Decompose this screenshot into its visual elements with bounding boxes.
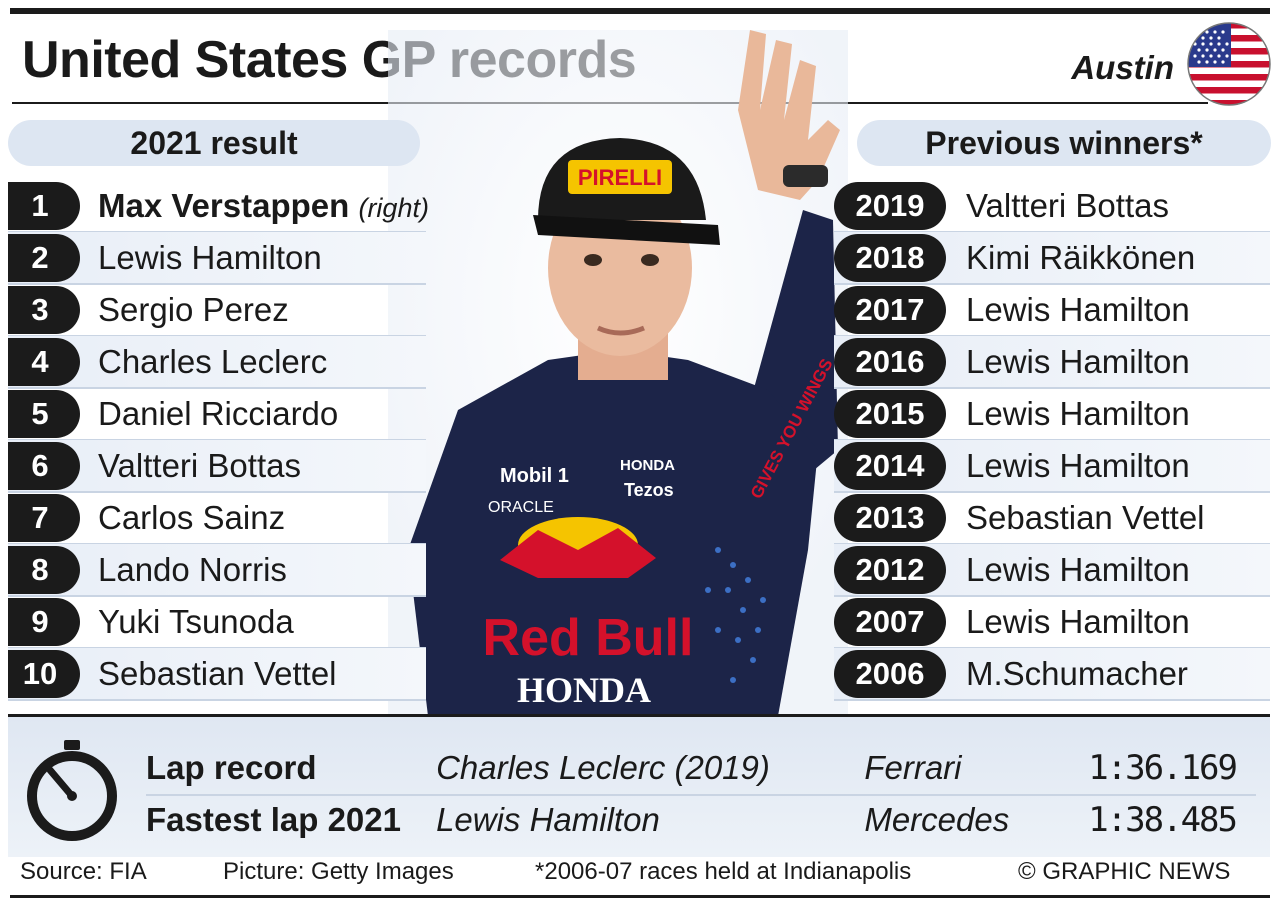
winner-name: M.Schumacher <box>966 655 1188 692</box>
result-row: 8 Lando Norris <box>8 544 426 597</box>
position-badge: 8 <box>8 546 80 594</box>
winner-row: 2017 Lewis Hamilton <box>834 284 1270 337</box>
lap-divider <box>146 794 1256 796</box>
position-badge: 10 <box>8 650 80 698</box>
year-badge: 2018 <box>834 234 946 282</box>
result-row: 7 Carlos Sainz <box>8 492 426 545</box>
winner-name: Lewis Hamilton <box>966 551 1190 588</box>
cap-logo-text: PIRELLI <box>578 165 662 190</box>
winner-row: 2015 Lewis Hamilton <box>834 388 1270 441</box>
fastest-lap-time: 1:38.485 <box>1088 800 1238 840</box>
lap-record-time: 1:36.169 <box>1088 748 1238 788</box>
result-row: 10 Sebastian Vettel <box>8 648 426 701</box>
year-badge: 2014 <box>834 442 946 490</box>
position-badge: 2 <box>8 234 80 282</box>
top-bar <box>10 8 1270 14</box>
winner-name: Lewis Hamilton <box>966 603 1190 640</box>
fastest-lap-driver: Lewis Hamilton <box>436 801 660 838</box>
result-row: 4 Charles Leclerc <box>8 336 426 389</box>
result-row: 3 Sergio Perez <box>8 284 426 337</box>
position-badge: 9 <box>8 598 80 646</box>
winner-name: Lewis Hamilton <box>966 395 1190 432</box>
winner-row: 2013 Sebastian Vettel <box>834 492 1270 545</box>
year-badge: 2019 <box>834 182 946 230</box>
fastest-lap-team: Mercedes <box>864 801 1010 838</box>
position-badge: 4 <box>8 338 80 386</box>
oracle-logo-text: ORACLE <box>488 499 554 516</box>
photo-note: (right) <box>358 193 429 223</box>
position-badge: 3 <box>8 286 80 334</box>
driver-name: Carlos Sainz <box>98 499 286 536</box>
honda-logo-text: HONDA <box>517 670 651 710</box>
winner-name: Lewis Hamilton <box>966 447 1190 484</box>
stopwatch-icon <box>20 740 124 844</box>
lap-record-row: Lap record Charles Leclerc (2019) Ferrar… <box>146 744 1256 792</box>
winner-row: 2016 Lewis Hamilton <box>834 336 1270 389</box>
winner-name: Lewis Hamilton <box>966 291 1190 328</box>
driver-name: Charles Leclerc <box>98 343 328 380</box>
result-2021-heading: 2021 result <box>8 120 420 166</box>
location-label: Austin <box>1071 49 1174 86</box>
honda-small-text: HONDA <box>620 457 675 474</box>
position-badge: 1 <box>8 182 80 230</box>
mobil-logo-text: Mobil 1 <box>500 465 569 487</box>
result-row: 9 Yuki Tsunoda <box>8 596 426 649</box>
winner-name: Lewis Hamilton <box>966 343 1190 380</box>
winner-name: Valtteri Bottas <box>966 187 1169 224</box>
tezos-logo-text: Tezos <box>624 480 674 500</box>
fastest-lap-row: Fastest lap 2021 Lewis Hamilton Mercedes… <box>146 796 1256 844</box>
position-badge: 7 <box>8 494 80 542</box>
driver-photo: PIRELLI Mobil 1 ORACLE HONDA Tezos Red B… <box>388 30 848 716</box>
driver-name: Daniel Ricciardo <box>98 395 339 432</box>
year-badge: 2006 <box>834 650 946 698</box>
position-badge: 6 <box>8 442 80 490</box>
result-row: 5 Daniel Ricciardo <box>8 388 426 441</box>
lap-record-label: Lap record <box>146 749 317 786</box>
result-row: 2 Lewis Hamilton <box>8 232 426 285</box>
winner-row: 2019 Valtteri Bottas <box>834 180 1270 233</box>
us-flag-icon <box>1187 22 1271 106</box>
driver-name: Yuki Tsunoda <box>98 603 294 640</box>
result-row: 6 Valtteri Bottas <box>8 440 426 493</box>
driver-name: Max Verstappen (right) <box>98 187 429 225</box>
source-credit: Source: FIA <box>20 858 147 885</box>
driver-name: Valtteri Bottas <box>98 447 301 484</box>
fastest-lap-label: Fastest lap 2021 <box>146 801 401 838</box>
redbull-logo-text: Red Bull <box>483 609 694 667</box>
result-row: 1 Max Verstappen (right) <box>8 180 429 233</box>
driver-name: Lewis Hamilton <box>98 239 322 276</box>
year-badge: 2013 <box>834 494 946 542</box>
winner-row: 2012 Lewis Hamilton <box>834 544 1270 597</box>
winner-row: 2006 M.Schumacher <box>834 648 1270 701</box>
footnote: *2006-07 races held at Indianapolis <box>535 858 912 885</box>
copyright: © GRAPHIC NEWS <box>1018 858 1231 885</box>
winner-name: Kimi Räikkönen <box>966 239 1196 276</box>
winner-row: 2007 Lewis Hamilton <box>834 596 1270 649</box>
position-badge: 5 <box>8 390 80 438</box>
winner-row: 2018 Kimi Räikkönen <box>834 232 1270 285</box>
year-badge: 2015 <box>834 390 946 438</box>
lap-record-team: Ferrari <box>864 749 962 786</box>
picture-credit: Picture: Getty Images <box>223 858 454 885</box>
driver-name: Sergio Perez <box>98 291 289 328</box>
bottom-rule <box>10 895 1270 898</box>
lap-record-driver: Charles Leclerc (2019) <box>436 749 770 786</box>
winner-row: 2014 Lewis Hamilton <box>834 440 1270 493</box>
year-badge: 2016 <box>834 338 946 386</box>
year-badge: 2012 <box>834 546 946 594</box>
previous-winners-heading: Previous winners* <box>857 120 1271 166</box>
winner-name: Sebastian Vettel <box>966 499 1205 536</box>
lap-records-panel <box>8 714 1270 857</box>
driver-name: Lando Norris <box>98 551 287 588</box>
driver-name: Sebastian Vettel <box>98 655 337 692</box>
year-badge: 2017 <box>834 286 946 334</box>
year-badge: 2007 <box>834 598 946 646</box>
driver-name-bold: Max Verstappen <box>98 187 350 224</box>
